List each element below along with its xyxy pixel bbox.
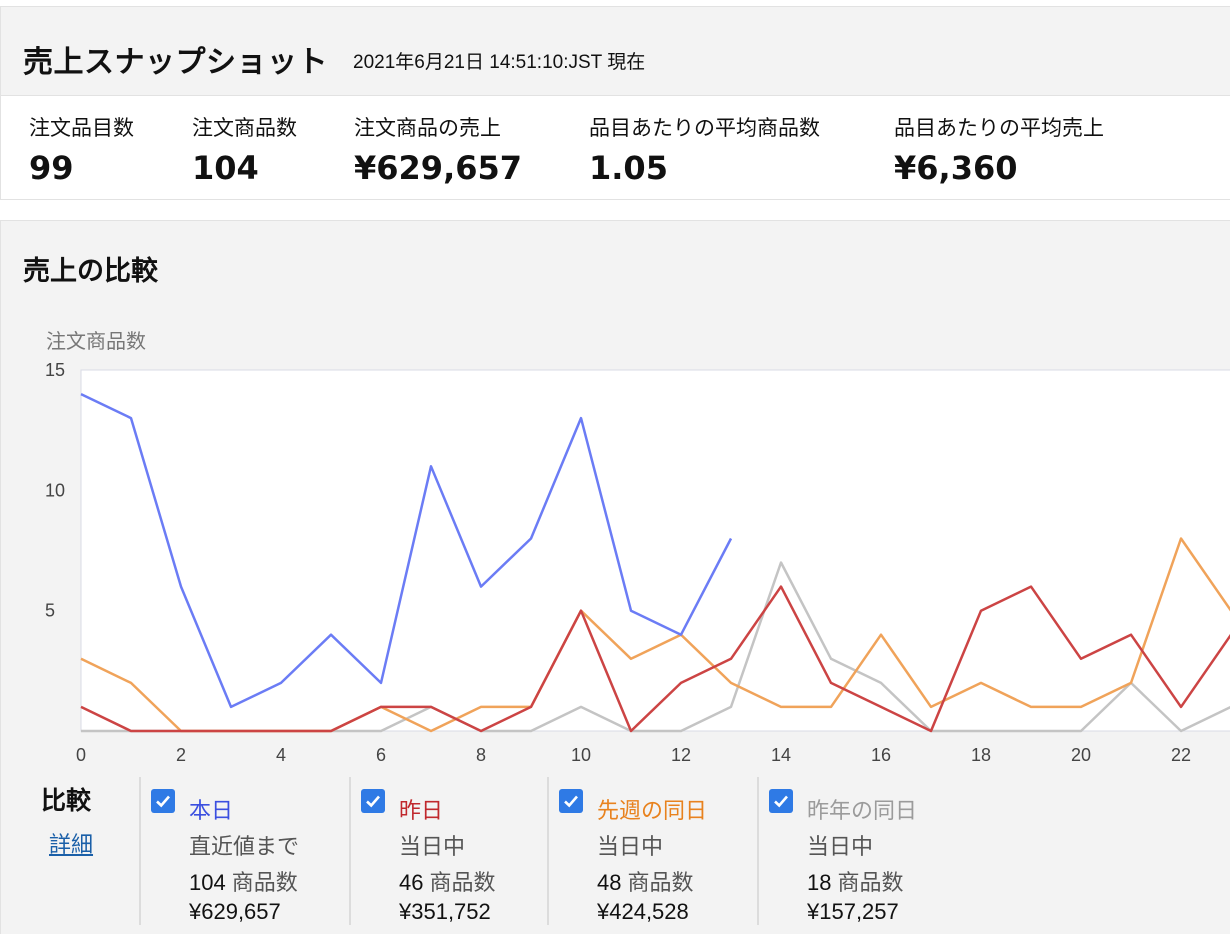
x-tick-label: 10 (571, 745, 591, 765)
x-tick-label: 6 (376, 745, 386, 765)
legend-count: 104 商品数 (189, 865, 298, 897)
y-axis-ticks: 5 10 15 (45, 360, 65, 621)
legend-title: 比較 (41, 786, 92, 815)
x-tick-label: 4 (276, 745, 286, 765)
metric-order-items: 注文品目数 99 (29, 112, 134, 187)
legend-item-last-year: 昨年の同日 当日中 18 商品数 ¥157,257 (757, 777, 957, 925)
sales-line-chart: 5 10 15 0 2 4 6 8 10 12 14 16 18 20 22 (45, 360, 1230, 765)
metric-label: 注文商品数 (192, 116, 297, 140)
x-tick-label: 8 (476, 745, 486, 765)
x-tick-label: 12 (671, 745, 691, 765)
legend-count-unit: 商品数 (627, 871, 694, 896)
legend-sales: ¥424,528 (597, 899, 689, 924)
metric-label: 品目あたりの平均商品数 (589, 116, 820, 140)
series-line (80, 585, 1230, 733)
y-axis-label: 注文商品数 (46, 329, 146, 353)
metric-label: 注文商品の売上 (354, 116, 501, 140)
metric-avg-sales-per-item: 品目あたりの平均売上 ¥6,360 (894, 112, 1104, 187)
legend-checkbox-last-week[interactable] (559, 789, 583, 813)
legend-series-name: 本日 (189, 799, 234, 824)
page-title: 売上スナップショット (23, 45, 328, 80)
legend-count-unit: 商品数 (429, 871, 496, 896)
y-tick-label: 15 (45, 360, 65, 380)
legend-count-value: 104 (189, 870, 226, 895)
snapshot-header: 売上スナップショット 2021年6月21日 14:51:10:JST 現在 (0, 6, 1230, 96)
x-tick-label: 0 (76, 745, 86, 765)
legend-period: 直近値まで (189, 835, 300, 860)
legend-sales: ¥157,257 (807, 899, 899, 924)
legend-item-today: 本日 直近値まで 104 商品数 ¥629,657 (139, 777, 349, 925)
legend-checkbox-yesterday[interactable] (361, 789, 385, 813)
y-tick-label: 10 (45, 480, 65, 500)
legend-item-yesterday: 昨日 当日中 46 商品数 ¥351,752 (349, 777, 547, 925)
x-axis-ticks: 0 2 4 6 8 10 12 14 16 18 20 22 (76, 745, 1191, 765)
legend-count: 18 商品数 (807, 865, 904, 897)
x-tick-label: 22 (1171, 745, 1191, 765)
legend-sales: ¥629,657 (189, 899, 281, 924)
metric-value: ¥6,360 (894, 149, 1018, 187)
comparison-title: 売上の比較 (23, 256, 158, 287)
metrics-row: 注文品目数 99 注文商品数 104 注文商品の売上 ¥629,657 品目あた… (0, 96, 1230, 200)
metric-ordered-sales: 注文商品の売上 ¥629,657 (354, 112, 522, 187)
metric-avg-units-per-item: 品目あたりの平均商品数 1.05 (589, 112, 820, 187)
legend-sales: ¥351,752 (399, 899, 491, 924)
legend-count-value: 48 (597, 870, 622, 895)
legend-count-unit: 商品数 (837, 871, 904, 896)
legend-series-name: 昨日 (399, 799, 444, 824)
metric-value: 1.05 (589, 149, 668, 187)
metric-ordered-units: 注文商品数 104 (192, 112, 297, 187)
snapshot-timestamp: 2021年6月21日 14:51:10:JST 現在 (353, 52, 646, 73)
check-icon (366, 795, 380, 808)
metric-label: 品目あたりの平均売上 (894, 116, 1104, 140)
legend-item-last-week: 先週の同日 当日中 48 商品数 ¥424,528 (547, 777, 757, 925)
x-tick-label: 2 (176, 745, 186, 765)
sales-comparison-panel: 売上の比較 注文商品数 5 10 15 0 2 4 6 8 10 12 14 16 18 20 22 比較… (0, 220, 1230, 934)
check-icon (564, 795, 578, 808)
x-tick-label: 20 (1071, 745, 1091, 765)
x-tick-label: 14 (771, 745, 791, 765)
legend-period: 当日中 (399, 835, 466, 860)
metric-value: 99 (29, 149, 74, 187)
x-tick-label: 16 (871, 745, 891, 765)
metric-value: 104 (192, 149, 259, 187)
series-lines (80, 392, 1230, 733)
plot-area (80, 369, 1230, 732)
legend-series-name: 昨年の同日 (807, 799, 918, 824)
series-line (80, 392, 733, 709)
check-icon (156, 795, 170, 808)
details-link[interactable]: 詳細 (49, 833, 94, 858)
legend-period: 当日中 (807, 835, 874, 860)
x-tick-label: 18 (971, 745, 991, 765)
legend-checkbox-today[interactable] (151, 789, 175, 813)
legend-count-value: 18 (807, 870, 832, 895)
legend-count-unit: 商品数 (231, 871, 298, 896)
legend-count: 48 商品数 (597, 865, 694, 897)
legend-period: 当日中 (597, 835, 664, 860)
metric-label: 注文品目数 (29, 116, 134, 140)
check-icon (774, 795, 788, 808)
y-tick-label: 5 (45, 601, 55, 621)
metric-value: ¥629,657 (354, 149, 523, 187)
legend-checkbox-last-year[interactable] (769, 789, 793, 813)
legend-series-name: 先週の同日 (597, 799, 708, 824)
legend-count-value: 46 (399, 870, 424, 895)
legend-count: 46 商品数 (399, 865, 496, 897)
